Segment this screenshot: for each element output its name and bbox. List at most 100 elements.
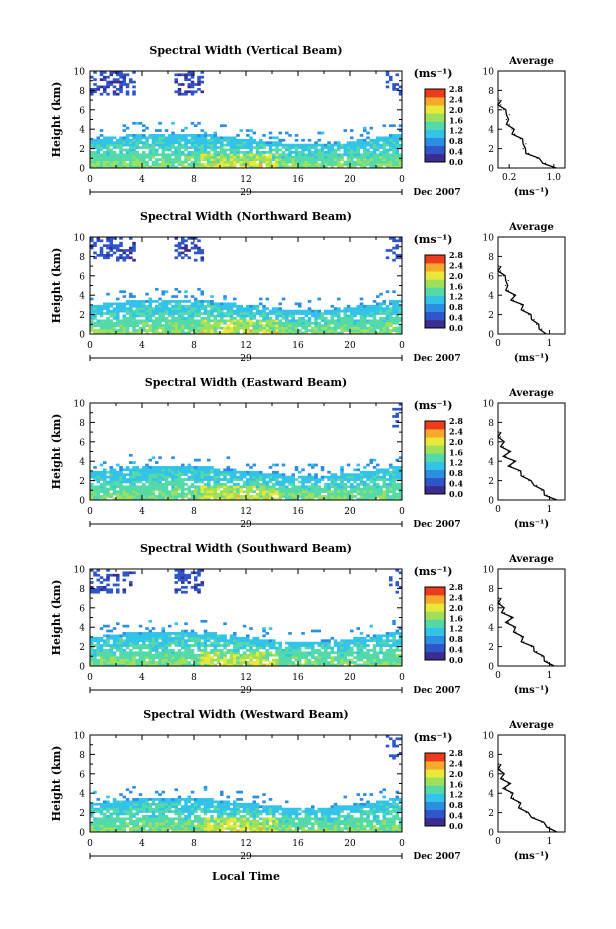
- heatmap-cell: [320, 326, 325, 330]
- heatmap-cell: [294, 134, 299, 137]
- heatmap-cell: [301, 632, 305, 635]
- heatmap-cell: [353, 165, 357, 169]
- heatmap-cell: [135, 155, 140, 159]
- heatmap-cell: [333, 495, 338, 498]
- heatmap-cell: [249, 490, 253, 494]
- heatmap-cell: [93, 573, 97, 577]
- heatmap-cell: [311, 495, 315, 498]
- heatmap-cell: [168, 165, 172, 169]
- heatmap-cell: [236, 478, 240, 481]
- heatmap-cell: [385, 324, 390, 328]
- heatmap-cell: [197, 304, 201, 308]
- heatmap-cell: [220, 485, 224, 489]
- heatmap-cell: [285, 314, 289, 318]
- heatmap-cell: [389, 466, 393, 469]
- heatmap-cell: [184, 158, 188, 162]
- heatmap-cell: [262, 483, 266, 486]
- heatmap-cell: [392, 141, 396, 145]
- heatmap-cell: [340, 483, 344, 486]
- heatmap-cell: [119, 237, 123, 240]
- heatmap-cell: [255, 639, 260, 643]
- heatmap-cell: [99, 639, 104, 643]
- heatmap-cell: [119, 241, 123, 245]
- heatmap-cell: [392, 424, 396, 428]
- heatmap-cell: [233, 326, 237, 330]
- heatmap-cell: [304, 495, 309, 498]
- heatmap-cell: [109, 331, 114, 335]
- heatmap-cell: [190, 73, 195, 77]
- heatmap-cell: [158, 324, 162, 328]
- heatmap-cell: [330, 148, 335, 152]
- heatmap-cell: [359, 321, 364, 325]
- heatmap-cell: [132, 136, 136, 140]
- heatmap-cell: [353, 141, 357, 145]
- heatmap-cell: [330, 656, 335, 660]
- heatmap-cell: [184, 155, 188, 159]
- heatmap-cell: [265, 651, 270, 655]
- heatmap-cell: [90, 590, 94, 594]
- heatmap-cell: [116, 641, 120, 645]
- heatmap-cell: [223, 148, 227, 152]
- heatmap-cell: [330, 495, 335, 498]
- heatmap-cell: [93, 644, 97, 647]
- heatmap-cell: [298, 319, 302, 323]
- heatmap-cell: [385, 290, 390, 294]
- heatmap-cell: [249, 143, 253, 147]
- heatmap-cell: [90, 90, 94, 94]
- heatmap-cell: [216, 636, 221, 640]
- heatmap-cell: [197, 134, 201, 137]
- heatmap-cell: [155, 141, 159, 145]
- heatmap-cell: [158, 658, 162, 662]
- heatmap-cell: [372, 487, 377, 491]
- heatmap-cell: [119, 480, 123, 484]
- heatmap-cell: [327, 329, 331, 332]
- heatmap-cell: [151, 329, 156, 332]
- x-tick-label: 20: [344, 341, 356, 351]
- colorbar-swatch: [425, 97, 445, 106]
- heatmap-cell: [372, 495, 377, 498]
- heatmap-cell: [187, 644, 192, 647]
- average-y-tick-label: 8: [488, 419, 494, 429]
- heatmap-cell: [314, 649, 318, 652]
- heatmap-cell: [177, 138, 182, 142]
- heatmap-cell: [369, 163, 374, 166]
- heatmap-cell: [96, 148, 101, 152]
- heatmap-cell: [288, 309, 292, 313]
- heatmap-cell: [246, 314, 250, 318]
- heatmap-cell: [382, 475, 387, 479]
- heatmap-cell: [311, 155, 315, 159]
- heatmap-cell: [213, 131, 218, 135]
- heatmap-cell: [359, 143, 364, 147]
- heatmap-cell: [174, 138, 179, 142]
- heatmap-cell: [151, 314, 156, 318]
- heatmap-cell: [333, 487, 338, 491]
- heatmap-cell: [395, 158, 400, 162]
- heatmap-cell: [119, 80, 123, 84]
- heatmap-cell: [363, 485, 367, 489]
- heatmap-cell: [116, 309, 120, 313]
- heatmap-cell: [333, 314, 338, 318]
- y-tick-label: 6: [79, 438, 85, 448]
- heatmap-cell: [161, 634, 166, 638]
- heatmap-cell: [129, 304, 133, 308]
- heatmap-cell: [200, 634, 205, 638]
- heatmap-cell: [229, 478, 234, 481]
- heatmap-cell: [184, 653, 188, 657]
- heatmap-cell: [249, 646, 253, 650]
- heatmap-cell: [116, 478, 120, 481]
- heatmap-cell: [177, 302, 182, 306]
- heatmap-cell: [301, 497, 305, 501]
- heatmap-cell: [200, 136, 205, 140]
- heatmap-cell: [116, 475, 120, 479]
- heatmap-cell: [288, 321, 292, 325]
- heatmap-cell: [151, 661, 156, 664]
- heatmap-cell: [291, 644, 296, 647]
- heatmap-cell: [311, 326, 315, 330]
- heatmap-cell: [200, 663, 205, 667]
- heatmap-cell: [398, 483, 403, 486]
- heatmap-cell: [190, 326, 195, 330]
- heatmap-cell: [291, 321, 296, 325]
- heatmap-cell: [200, 71, 205, 74]
- heatmap-cell: [148, 297, 153, 301]
- heatmap-cell: [116, 583, 120, 587]
